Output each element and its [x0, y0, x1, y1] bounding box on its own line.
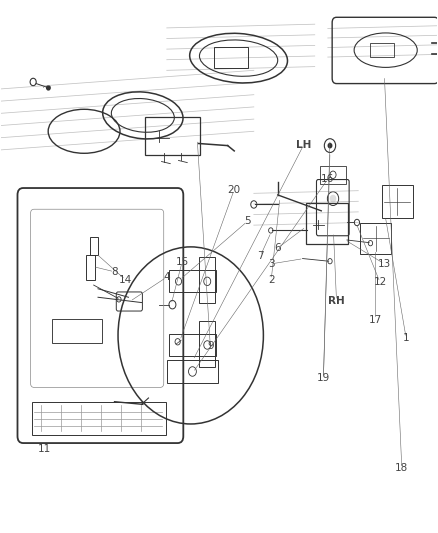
Text: 8: 8: [111, 267, 118, 277]
Text: 5: 5: [244, 216, 251, 227]
Circle shape: [47, 86, 50, 90]
Text: 11: 11: [38, 445, 52, 455]
Text: 20: 20: [228, 184, 241, 195]
Text: 12: 12: [374, 277, 387, 287]
Text: LH: LH: [296, 140, 311, 150]
Text: 16: 16: [321, 174, 335, 184]
Text: 3: 3: [268, 259, 275, 269]
Text: RH: RH: [328, 296, 345, 306]
Text: 14: 14: [119, 274, 132, 285]
Text: 18: 18: [395, 463, 408, 473]
Text: 4: 4: [163, 272, 170, 282]
Text: 1: 1: [403, 333, 410, 343]
Circle shape: [330, 196, 336, 202]
Text: 13: 13: [378, 259, 391, 269]
Circle shape: [328, 143, 332, 148]
Text: 15: 15: [175, 257, 189, 267]
Text: 19: 19: [317, 373, 330, 383]
Text: 6: 6: [275, 243, 281, 253]
Text: 2: 2: [268, 274, 275, 285]
Text: 9: 9: [207, 341, 214, 351]
Text: 7: 7: [257, 251, 264, 261]
Text: 17: 17: [369, 314, 382, 325]
